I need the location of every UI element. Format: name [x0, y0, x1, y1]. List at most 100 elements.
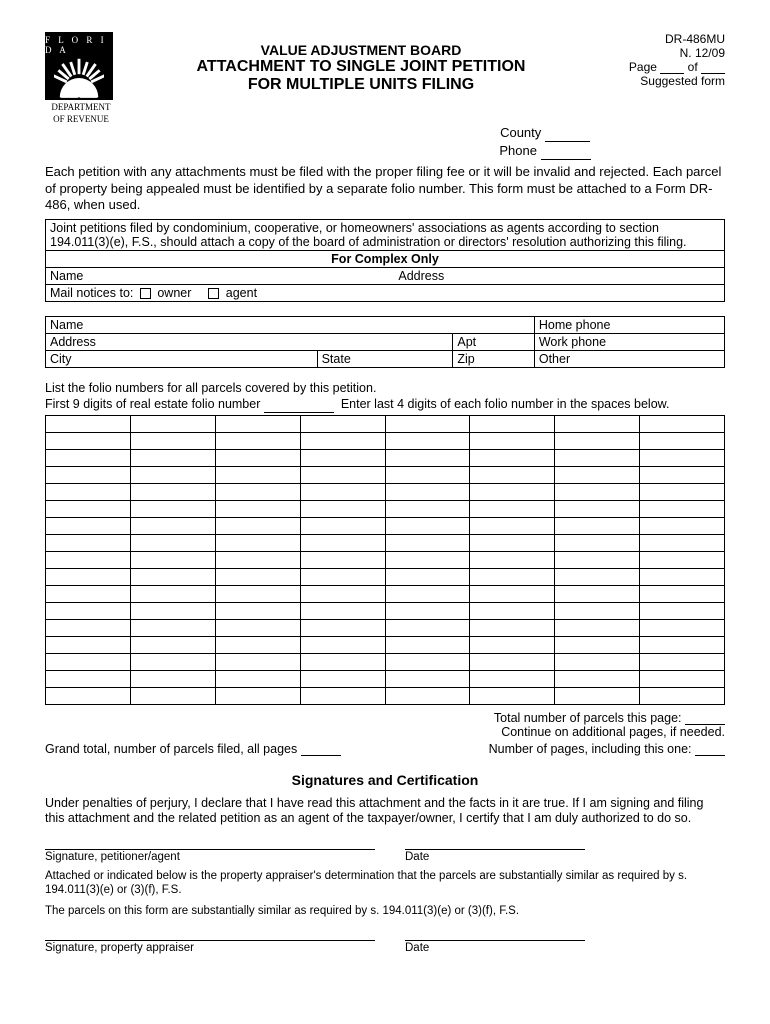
folio-cell[interactable] [640, 653, 725, 670]
folio-cell[interactable] [640, 483, 725, 500]
folio-cell[interactable] [215, 449, 300, 466]
folio-cell[interactable] [130, 568, 215, 585]
folio-cell[interactable] [46, 415, 131, 432]
folio-cell[interactable] [385, 568, 470, 585]
name-cell[interactable]: Name [46, 317, 535, 334]
page-num-input[interactable] [660, 61, 684, 74]
folio-cell[interactable] [215, 432, 300, 449]
folio-cell[interactable] [46, 500, 131, 517]
folio-cell[interactable] [130, 432, 215, 449]
folio-cell[interactable] [46, 568, 131, 585]
folio-cell[interactable] [385, 585, 470, 602]
zip-cell[interactable]: Zip [453, 351, 534, 368]
folio-cell[interactable] [385, 415, 470, 432]
folio-cell[interactable] [385, 670, 470, 687]
county-input[interactable] [545, 129, 590, 142]
folio-cell[interactable] [46, 653, 131, 670]
folio-cell[interactable] [385, 432, 470, 449]
folio-cell[interactable] [555, 687, 640, 704]
folio-cell[interactable] [470, 602, 555, 619]
folio-cell[interactable] [385, 687, 470, 704]
folio-cell[interactable] [300, 534, 385, 551]
folio-cell[interactable] [470, 534, 555, 551]
folio-cell[interactable] [215, 483, 300, 500]
folio-cell[interactable] [470, 432, 555, 449]
folio-cell[interactable] [555, 517, 640, 534]
folio-cell[interactable] [555, 415, 640, 432]
folio-cell[interactable] [385, 483, 470, 500]
folio-cell[interactable] [46, 432, 131, 449]
folio-cell[interactable] [46, 483, 131, 500]
appraiser-date-label[interactable]: Date [405, 940, 585, 954]
folio-cell[interactable] [385, 602, 470, 619]
folio-cell[interactable] [300, 466, 385, 483]
folio-grid[interactable] [45, 415, 725, 705]
folio-cell[interactable] [130, 636, 215, 653]
num-pages-input[interactable] [695, 743, 725, 756]
page-total-input[interactable] [685, 712, 725, 725]
folio-cell[interactable] [385, 466, 470, 483]
folio-cell[interactable] [640, 602, 725, 619]
folio-cell[interactable] [215, 670, 300, 687]
page-total-input[interactable] [701, 61, 725, 74]
folio-cell[interactable] [555, 483, 640, 500]
folio-cell[interactable] [555, 619, 640, 636]
folio-cell[interactable] [640, 449, 725, 466]
folio-cell[interactable] [640, 687, 725, 704]
folio-first9-input[interactable] [264, 400, 334, 413]
address-cell[interactable]: Address [46, 334, 453, 351]
folio-cell[interactable] [46, 517, 131, 534]
folio-cell[interactable] [300, 517, 385, 534]
folio-cell[interactable] [640, 534, 725, 551]
folio-cell[interactable] [46, 534, 131, 551]
folio-cell[interactable] [300, 585, 385, 602]
folio-cell[interactable] [130, 670, 215, 687]
folio-cell[interactable] [555, 432, 640, 449]
folio-cell[interactable] [130, 551, 215, 568]
folio-cell[interactable] [46, 585, 131, 602]
folio-cell[interactable] [215, 500, 300, 517]
folio-cell[interactable] [555, 653, 640, 670]
folio-cell[interactable] [215, 602, 300, 619]
folio-cell[interactable] [215, 517, 300, 534]
folio-cell[interactable] [215, 466, 300, 483]
folio-cell[interactable] [130, 466, 215, 483]
folio-cell[interactable] [300, 602, 385, 619]
folio-cell[interactable] [470, 585, 555, 602]
folio-cell[interactable] [130, 619, 215, 636]
folio-cell[interactable] [215, 534, 300, 551]
folio-cell[interactable] [640, 568, 725, 585]
apt-cell[interactable]: Apt [453, 334, 534, 351]
folio-cell[interactable] [640, 636, 725, 653]
folio-cell[interactable] [215, 687, 300, 704]
folio-cell[interactable] [555, 636, 640, 653]
folio-cell[interactable] [300, 483, 385, 500]
folio-cell[interactable] [555, 449, 640, 466]
folio-cell[interactable] [130, 653, 215, 670]
folio-cell[interactable] [640, 517, 725, 534]
folio-cell[interactable] [215, 415, 300, 432]
folio-cell[interactable] [470, 619, 555, 636]
folio-cell[interactable] [130, 500, 215, 517]
folio-cell[interactable] [555, 585, 640, 602]
folio-cell[interactable] [470, 415, 555, 432]
folio-cell[interactable] [215, 619, 300, 636]
state-cell[interactable]: State [317, 351, 453, 368]
folio-cell[interactable] [385, 619, 470, 636]
folio-cell[interactable] [46, 602, 131, 619]
folio-cell[interactable] [46, 636, 131, 653]
folio-cell[interactable] [640, 466, 725, 483]
folio-cell[interactable] [130, 415, 215, 432]
folio-cell[interactable] [300, 432, 385, 449]
folio-cell[interactable] [470, 653, 555, 670]
owner-checkbox[interactable] [140, 288, 151, 299]
folio-cell[interactable] [300, 636, 385, 653]
folio-cell[interactable] [300, 568, 385, 585]
folio-cell[interactable] [470, 517, 555, 534]
folio-cell[interactable] [385, 653, 470, 670]
folio-cell[interactable] [640, 585, 725, 602]
folio-cell[interactable] [46, 466, 131, 483]
folio-cell[interactable] [130, 585, 215, 602]
folio-cell[interactable] [640, 670, 725, 687]
folio-cell[interactable] [385, 551, 470, 568]
